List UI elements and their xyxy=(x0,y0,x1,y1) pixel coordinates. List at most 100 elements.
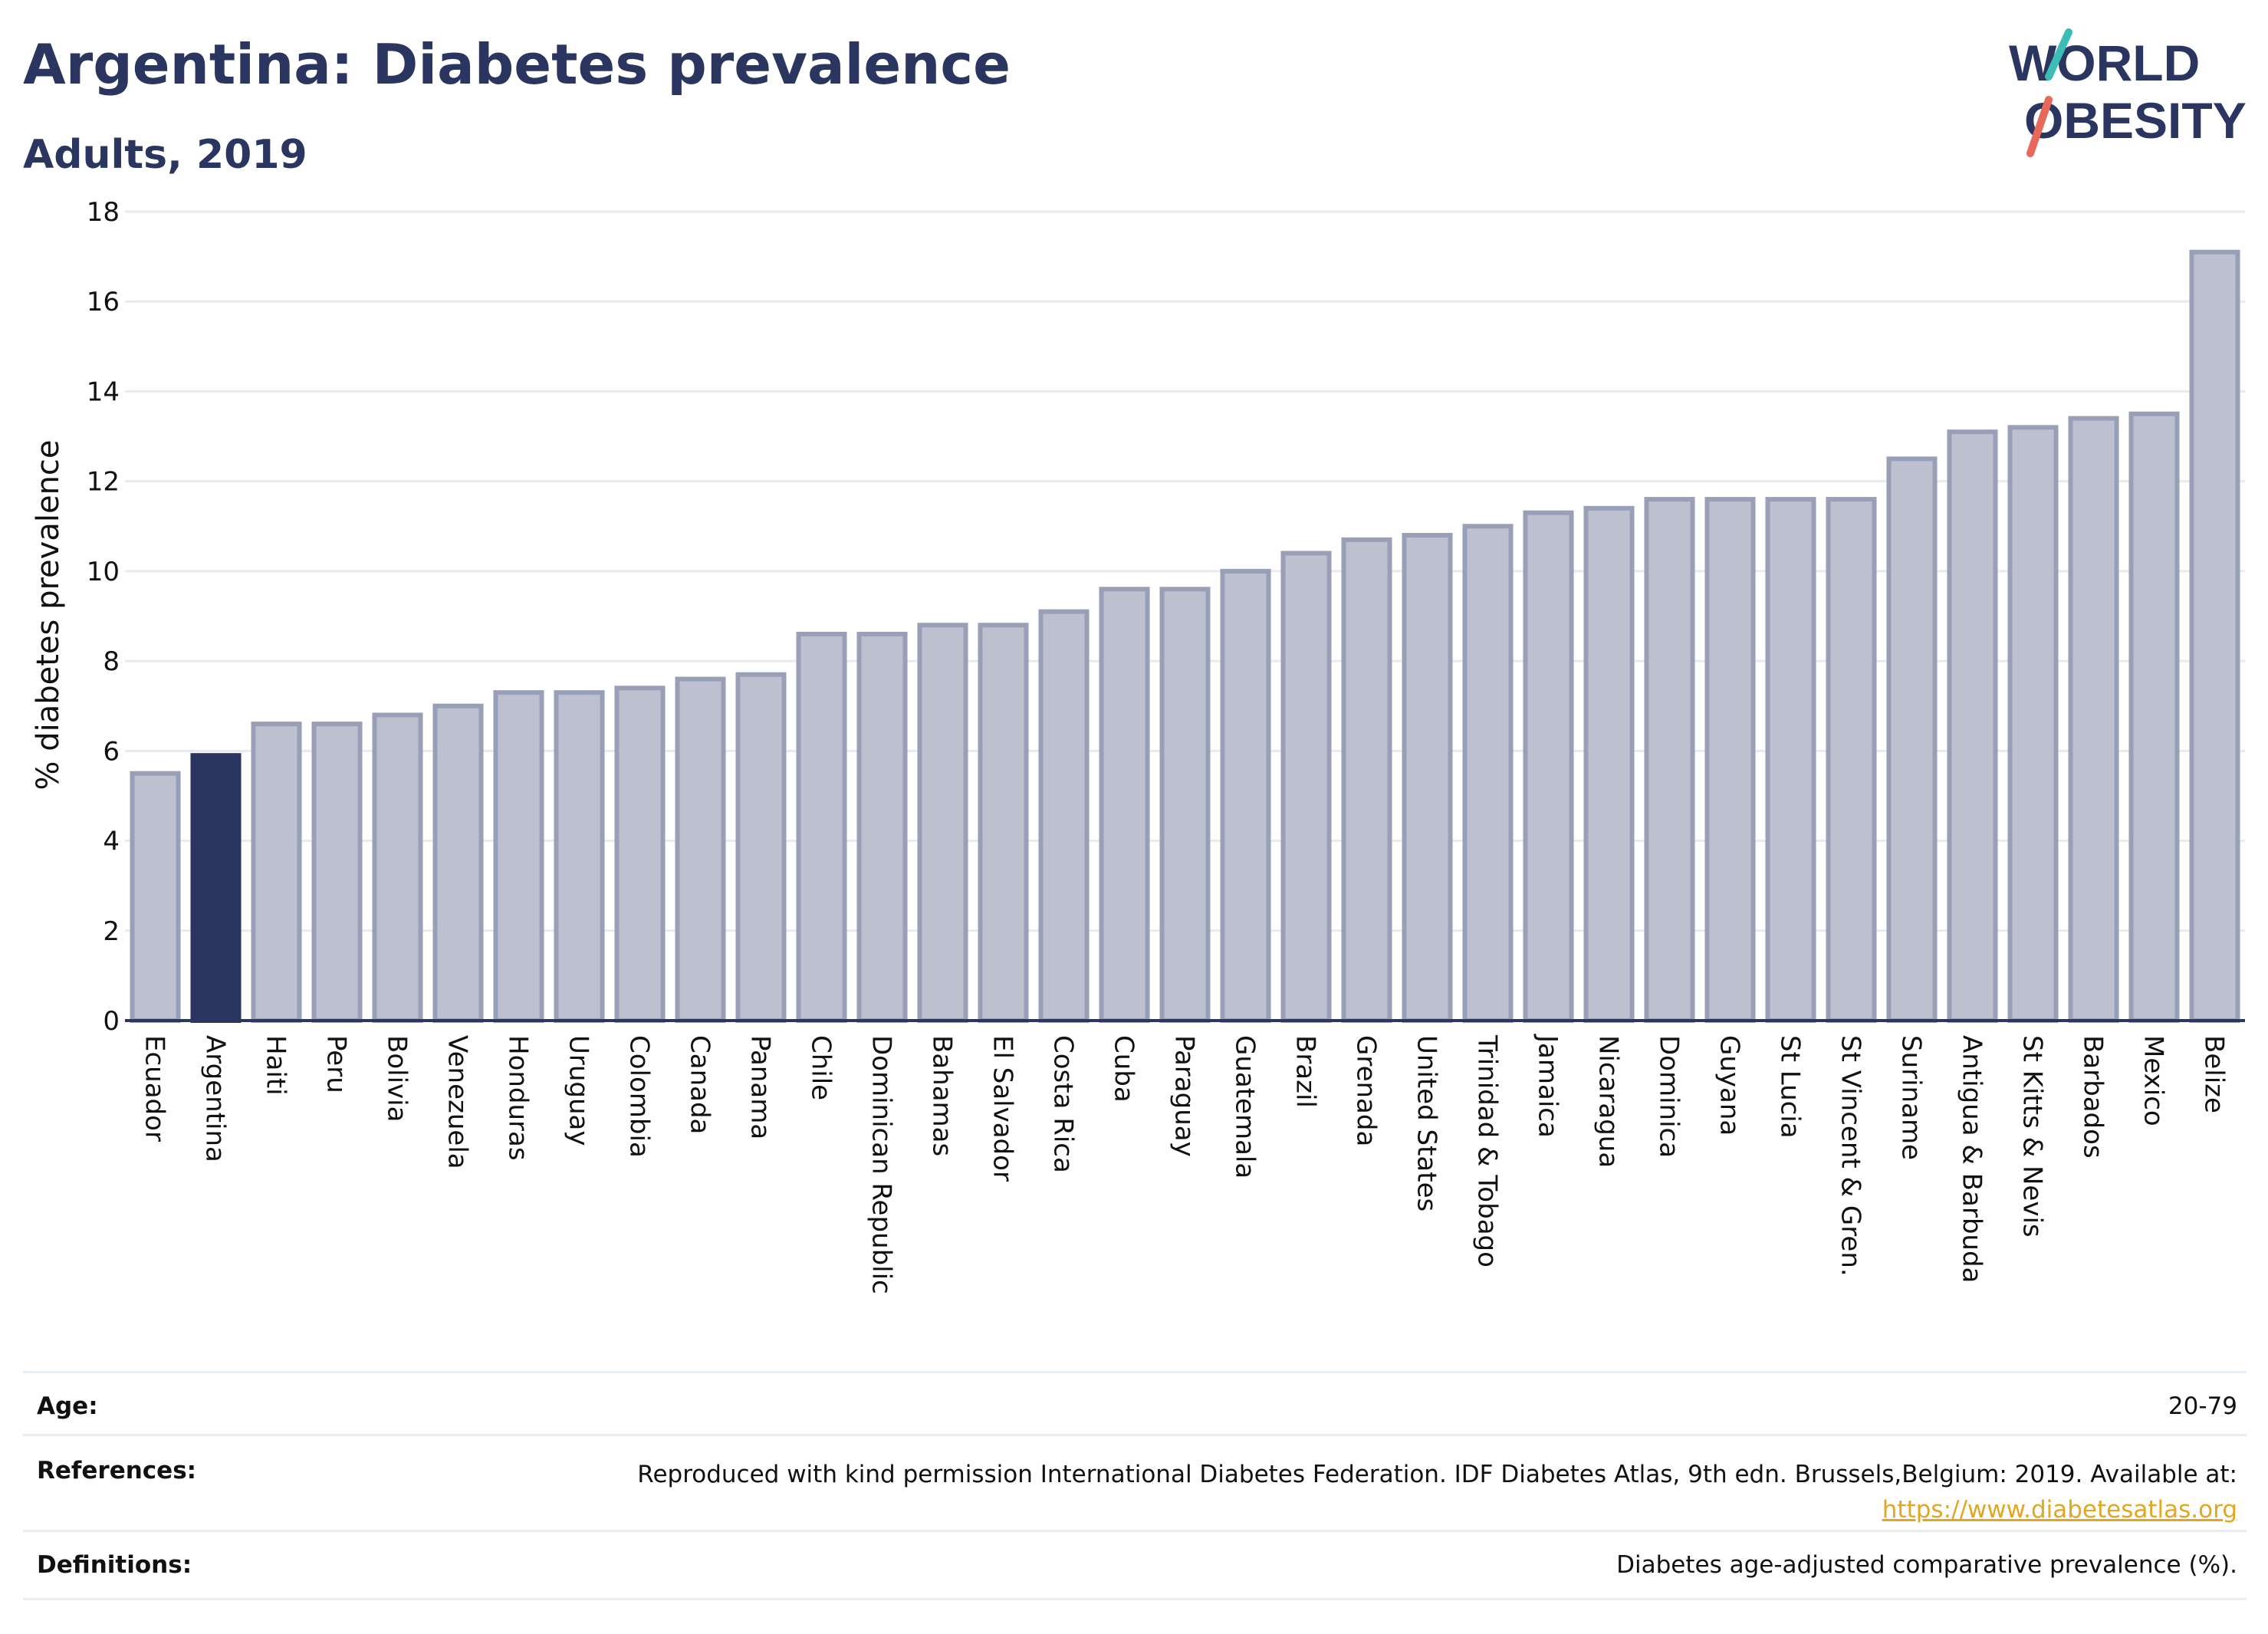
bar-united-states xyxy=(1402,533,1453,1023)
x-tick-label: Nicaragua xyxy=(1593,1035,1624,1168)
x-tick-label: Ecuador xyxy=(140,1035,170,1142)
bar-guyana xyxy=(1704,497,1756,1023)
bar-belize xyxy=(2189,249,2240,1023)
bar-el-salvador xyxy=(978,623,1029,1023)
x-tick-label: Honduras xyxy=(503,1035,534,1161)
references-text: Reproduced with kind permission Internat… xyxy=(637,1461,2237,1488)
bar-costa-rica xyxy=(1038,609,1090,1023)
bar-uruguay xyxy=(554,690,605,1024)
x-tick-label: Jamaica xyxy=(1533,1034,1563,1138)
x-tick-label: Canada xyxy=(685,1035,715,1134)
bar-mexico xyxy=(2128,411,2180,1023)
x-tick-label: Venezuela xyxy=(442,1035,473,1169)
bar-chart: 0 2 4 6 8 10 12 14 16 18 Ecuador Argentina Haiti Per… xyxy=(31,197,2245,1294)
x-tick-label: Belize xyxy=(2199,1035,2230,1113)
bar-guatemala xyxy=(1220,568,1271,1023)
x-tick-label: Costa Rica xyxy=(1048,1035,1079,1173)
x-tick-label: Bolivia xyxy=(382,1035,413,1122)
bar-argentina xyxy=(190,753,242,1023)
y-axis-label: % diabetes prevalence xyxy=(31,439,66,790)
x-tick-label: Dominica xyxy=(1654,1035,1685,1158)
references-link[interactable]: https://www.diabetesatlas.org xyxy=(1882,1496,2237,1524)
bar-dominica xyxy=(1644,497,1695,1023)
bar-suriname xyxy=(1886,456,1938,1023)
y-axis-ticks: 0 2 4 6 8 10 12 14 16 18 xyxy=(87,197,120,1037)
references-label: References: xyxy=(37,1457,197,1484)
bar-nicaragua xyxy=(1583,505,1635,1023)
x-tick-label: Mexico xyxy=(2138,1035,2169,1126)
bar-panama xyxy=(735,672,787,1023)
x-tick-label: Grenada xyxy=(1351,1035,1382,1146)
x-tick-label: El Salvador xyxy=(988,1035,1018,1182)
logo-slash-red xyxy=(2026,96,2053,157)
logo-slash-teal xyxy=(2045,28,2072,81)
footer-row-definitions: Definitions: Diabetes age-adjusted compa… xyxy=(23,1530,2247,1600)
x-tick-label: Dominican Republic xyxy=(866,1035,897,1294)
x-tick-label: Bahamas xyxy=(927,1035,958,1156)
footer-row-references: References: Reproduced with kind permiss… xyxy=(23,1434,2247,1532)
x-tick-label: St Vincent & Gren. xyxy=(1836,1035,1866,1277)
x-tick-label: Cuba xyxy=(1109,1035,1139,1103)
x-tick-label: St Kitts & Nevis xyxy=(2017,1035,2048,1238)
chart-subtitle: Adults, 2019 xyxy=(23,132,307,178)
bar-peru xyxy=(311,722,363,1024)
bar-antigua-barbuda xyxy=(1947,429,1998,1023)
bar-brazil xyxy=(1280,551,1332,1023)
footer-row-age: Age: 20-79 xyxy=(23,1371,2247,1436)
bar-st-vincent-gren- xyxy=(1826,497,1877,1023)
bar-chile xyxy=(796,631,847,1023)
bar-bahamas xyxy=(917,623,968,1023)
bar-bolivia xyxy=(372,712,423,1023)
bar-cuba xyxy=(1099,587,1150,1023)
bar-jamaica xyxy=(1523,510,1574,1023)
x-tick-label: St Lucia xyxy=(1775,1035,1806,1139)
y-tick-label: 8 xyxy=(103,646,120,677)
y-tick-label: 0 xyxy=(103,1006,120,1037)
x-tick-label: Guatemala xyxy=(1230,1035,1261,1179)
bar-canada xyxy=(675,676,726,1023)
x-tick-label: United States xyxy=(1412,1035,1442,1212)
definitions-label: Definitions: xyxy=(37,1551,192,1579)
bar-paraguay xyxy=(1159,587,1211,1023)
age-label: Age: xyxy=(37,1392,98,1420)
y-tick-label: 16 xyxy=(87,287,120,317)
x-tick-label: Haiti xyxy=(261,1035,291,1096)
bar-barbados xyxy=(2068,416,2119,1023)
x-tick-label: Peru xyxy=(321,1035,352,1093)
bar-honduras xyxy=(493,690,544,1024)
bar-grenada xyxy=(1341,537,1392,1023)
logo-line1: WORLD xyxy=(2009,35,2200,91)
logo-line2: OBESITY xyxy=(2024,92,2247,149)
chart-title: Argentina: Diabetes prevalence xyxy=(23,32,1011,97)
bar-ecuador xyxy=(130,771,181,1024)
y-tick-label: 18 xyxy=(87,197,120,228)
bar-haiti xyxy=(251,722,302,1024)
y-tick-label: 10 xyxy=(87,557,120,587)
x-tick-label: Barbados xyxy=(2078,1035,2109,1159)
x-tick-label: Chile xyxy=(806,1035,837,1100)
bar-st-kitts-nevis xyxy=(2007,425,2059,1023)
x-tick-label: Uruguay xyxy=(564,1035,594,1146)
x-tick-label: Trinidad & Tobago xyxy=(1472,1034,1503,1267)
references-value: Reproduced with kind permission Internat… xyxy=(637,1457,2237,1527)
bar-trinidad-tobago xyxy=(1462,524,1514,1023)
x-axis-ticks: Ecuador Argentina Haiti Peru Bolivia Venezuel… xyxy=(140,1034,2230,1294)
y-tick-label: 12 xyxy=(87,467,120,498)
x-tick-label: Guyana xyxy=(1714,1035,1745,1136)
x-tick-label: Brazil xyxy=(1290,1035,1321,1108)
x-tick-label: Colombia xyxy=(624,1035,655,1158)
y-tick-label: 6 xyxy=(103,736,120,767)
x-tick-label: Antigua & Barbuda xyxy=(1957,1035,1987,1283)
x-tick-label: Panama xyxy=(745,1035,776,1139)
bar-venezuela xyxy=(432,703,484,1023)
x-tick-label: Paraguay xyxy=(1169,1035,1200,1157)
world-obesity-logo: WORLD OBESITY xyxy=(2009,28,2247,157)
bars xyxy=(130,249,2240,1024)
age-value: 20-79 xyxy=(2168,1392,2237,1420)
y-tick-label: 2 xyxy=(103,916,120,947)
bar-colombia xyxy=(614,685,666,1023)
x-tick-label: Argentina xyxy=(200,1035,231,1162)
x-tick-label: Suriname xyxy=(1896,1035,1927,1160)
y-tick-label: 4 xyxy=(103,827,120,857)
y-tick-label: 14 xyxy=(87,376,120,407)
